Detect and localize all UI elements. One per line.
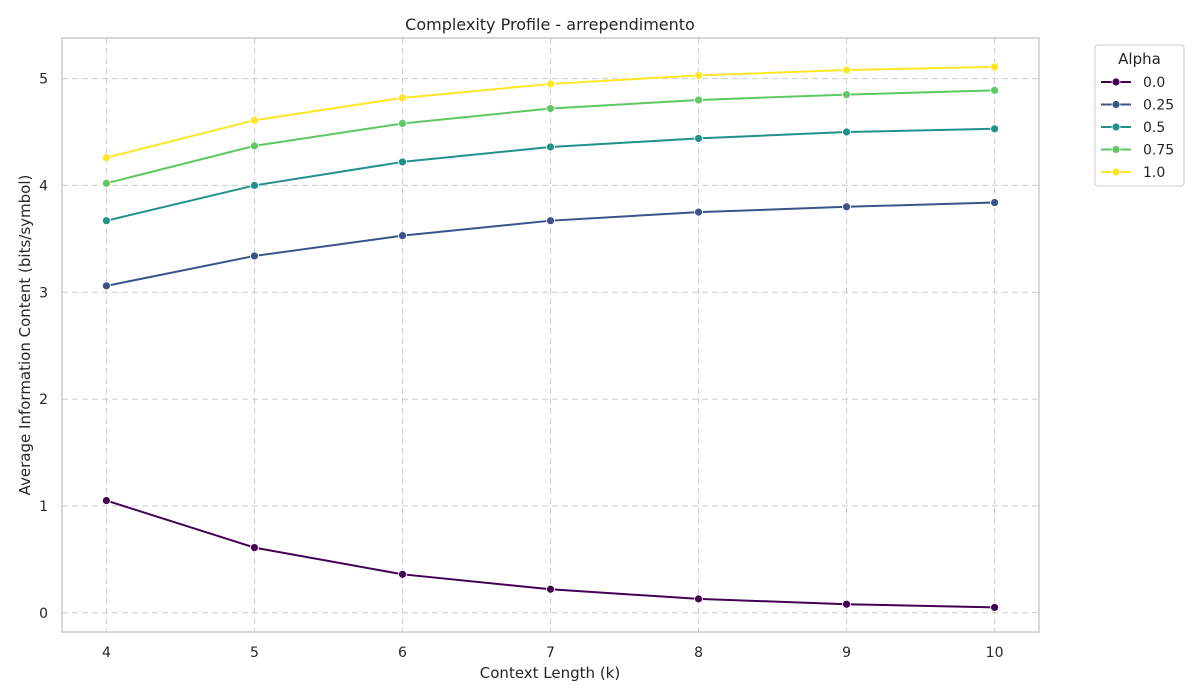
data-point xyxy=(990,198,999,207)
data-point xyxy=(842,127,851,137)
data-point xyxy=(694,134,703,143)
y-axis-label: Average Information Content (bits/symbol… xyxy=(16,175,34,496)
data-point xyxy=(842,90,851,100)
legend-title: Alpha xyxy=(1118,50,1161,68)
series-0.5 xyxy=(102,124,999,226)
data-point xyxy=(102,216,111,226)
legend-item: 0.5 xyxy=(1101,120,1165,136)
x-tick-label: 6 xyxy=(398,645,407,661)
data-point xyxy=(990,603,999,612)
x-tick-label: 7 xyxy=(546,645,555,661)
y-tick-label: 2 xyxy=(39,392,48,408)
legend-swatch-marker xyxy=(1111,167,1121,177)
data-point xyxy=(398,231,407,241)
data-point xyxy=(398,119,407,128)
series-layer xyxy=(102,62,999,612)
data-point xyxy=(546,79,555,89)
legend-label: 0.0 xyxy=(1143,75,1165,91)
data-point xyxy=(546,104,555,113)
data-point xyxy=(398,93,407,103)
legend-label: 0.75 xyxy=(1143,143,1174,159)
legend-item: 1.0 xyxy=(1101,165,1165,181)
data-point xyxy=(102,153,111,163)
legend: Alpha 0.0 0.25 0.5 0.75 1.0 xyxy=(1094,44,1185,187)
x-tick-label: 9 xyxy=(842,645,851,661)
y-tick-label: 0 xyxy=(39,606,48,622)
legend-swatch-marker xyxy=(1111,77,1121,87)
x-tick-label: 8 xyxy=(694,645,703,661)
data-point xyxy=(694,594,703,604)
legend-item: 0.25 xyxy=(1101,98,1174,114)
legend-items: 0.0 0.25 0.5 0.75 1.0 xyxy=(1101,75,1174,181)
series-0.75 xyxy=(102,85,999,188)
data-point xyxy=(250,543,259,553)
x-tick-labels: 4 5 6 7 8 9 10 xyxy=(102,645,1004,661)
legend-label: 0.5 xyxy=(1143,120,1165,136)
x-tick-label: 5 xyxy=(250,645,259,661)
legend-item: 0.75 xyxy=(1101,143,1174,159)
legend-label: 0.25 xyxy=(1143,98,1174,114)
data-point xyxy=(546,216,555,226)
data-point xyxy=(842,65,851,75)
plot-frame xyxy=(61,37,1040,633)
legend-item: 0.0 xyxy=(1101,75,1165,91)
data-point xyxy=(990,85,999,95)
data-point xyxy=(250,251,259,261)
data-point xyxy=(398,157,407,167)
legend-label: 1.0 xyxy=(1143,165,1165,181)
grid xyxy=(62,38,1039,632)
data-point xyxy=(102,178,111,188)
data-point xyxy=(102,496,111,505)
y-tick-label: 1 xyxy=(39,499,48,515)
y-tick-label: 3 xyxy=(39,285,48,301)
series-1.0 xyxy=(102,62,999,163)
x-tick-label: 4 xyxy=(102,645,111,661)
data-point xyxy=(102,281,111,291)
x-tick-label: 10 xyxy=(986,645,1004,661)
y-tick-label: 4 xyxy=(39,178,48,194)
data-point xyxy=(546,584,555,594)
data-point xyxy=(694,207,703,217)
legend-swatch-marker xyxy=(1111,100,1121,109)
data-point xyxy=(398,569,407,579)
data-point xyxy=(694,70,703,80)
x-axis-label: Context Length (k) xyxy=(480,664,620,682)
data-point xyxy=(842,202,851,212)
legend-swatch-marker xyxy=(1111,122,1121,132)
data-point xyxy=(250,181,259,190)
series-0.0 xyxy=(102,496,999,612)
data-point xyxy=(250,115,259,125)
chart-title: Complexity Profile - arrependimento xyxy=(405,15,695,34)
legend-swatch-marker xyxy=(1111,145,1121,154)
data-point xyxy=(990,62,999,72)
series-0.25 xyxy=(102,198,999,291)
y-tick-labels: 0 1 2 3 4 5 xyxy=(39,72,48,622)
data-point xyxy=(842,599,851,609)
data-point xyxy=(546,142,555,152)
data-point xyxy=(990,124,999,134)
data-point xyxy=(694,95,703,105)
y-tick-label: 5 xyxy=(39,72,48,88)
data-point xyxy=(250,141,259,151)
